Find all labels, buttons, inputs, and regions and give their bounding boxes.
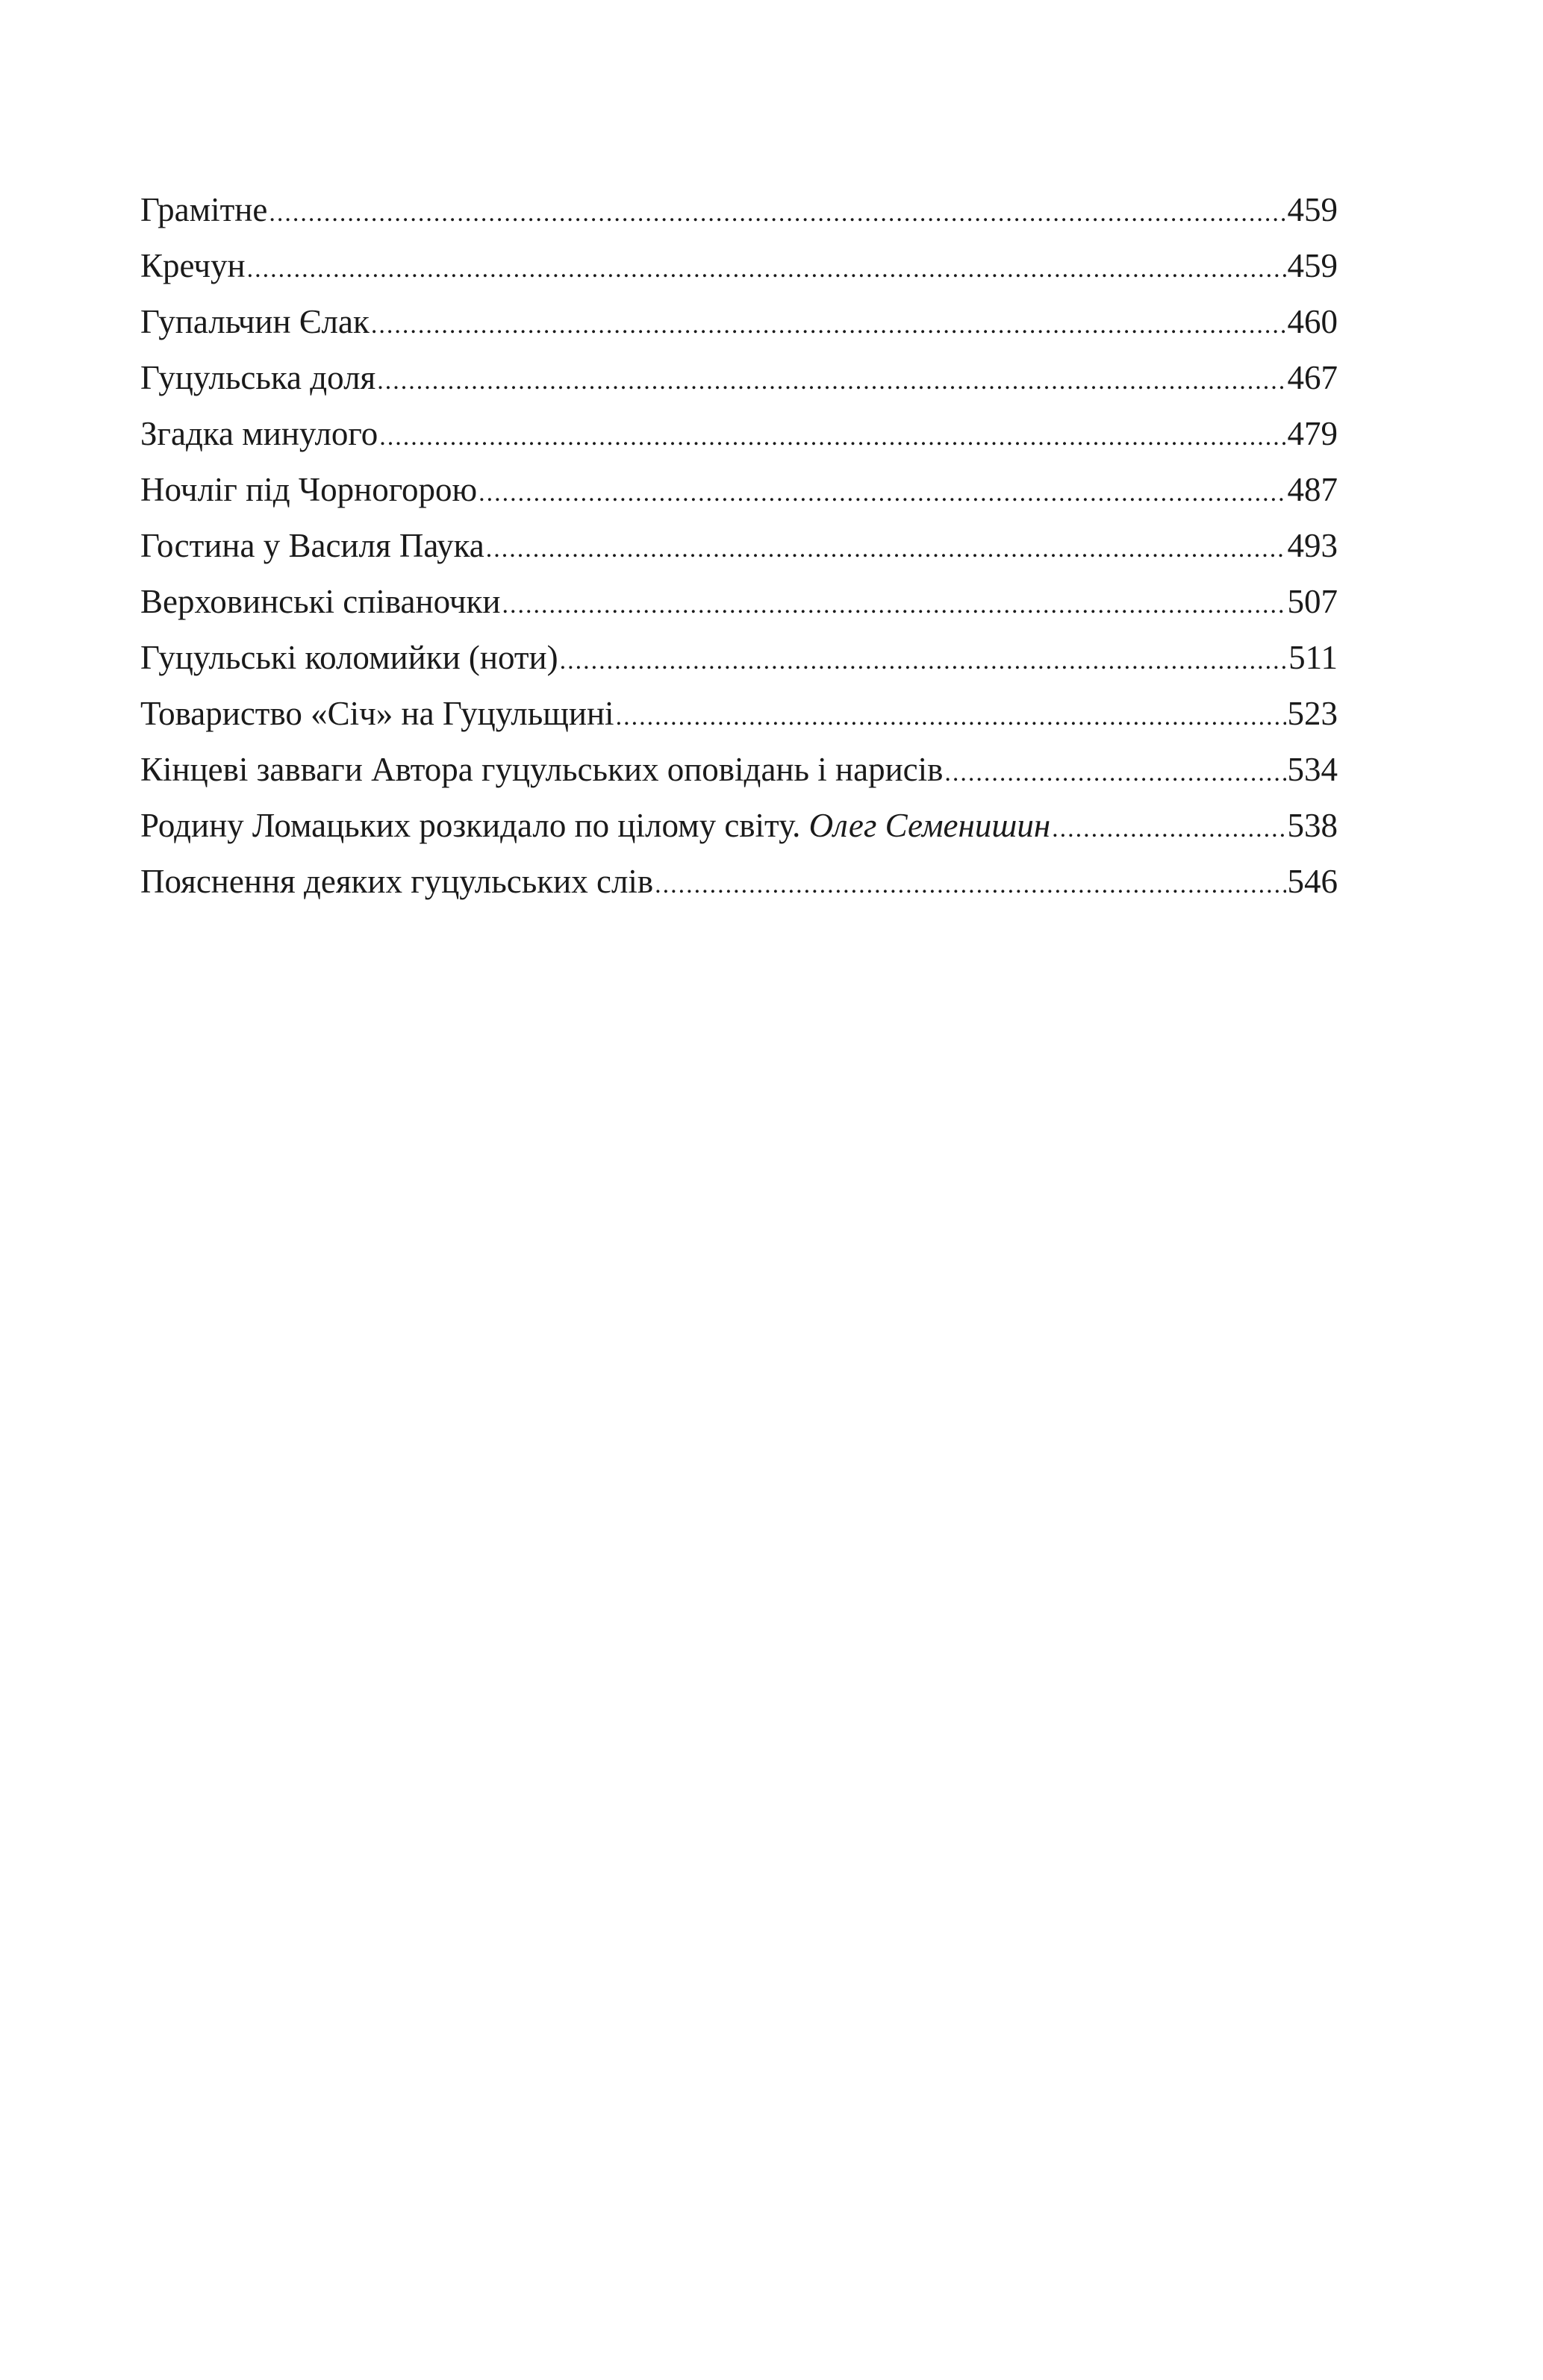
entry-title-text: Гупальчин Єлак bbox=[140, 303, 370, 340]
entry-author: Олег Семенишин bbox=[808, 807, 1051, 844]
toc-entry-title: Родину Ломацьких розкидало по цілому сві… bbox=[140, 798, 1050, 854]
toc-entry-title: Кінцеві завваги Автора гуцульських опові… bbox=[140, 742, 943, 798]
toc-entry-page: 460 bbox=[1287, 303, 1338, 340]
entry-title-text: Кречун bbox=[140, 247, 246, 284]
toc-entry-title: Гуцульські коломийки (ноти) bbox=[140, 630, 558, 686]
entry-title-text: Ночліг під Чорногорою bbox=[140, 471, 478, 508]
toc-entry-page: 467 bbox=[1287, 359, 1338, 396]
toc-entry-page: 546 bbox=[1287, 863, 1338, 900]
dot-leader bbox=[247, 238, 1286, 297]
toc-entry: Пояснення деяких гуцульських слів 546 bbox=[140, 854, 1338, 910]
dot-leader bbox=[502, 574, 1285, 633]
entry-title-text: Гуцульські коломийки (ноти) bbox=[140, 639, 558, 676]
toc-entry-page: 459 bbox=[1287, 191, 1338, 228]
entry-title-text: Грамітне bbox=[140, 191, 268, 228]
entry-title-text: Верховинські співаночки bbox=[140, 583, 501, 620]
toc-entry-title: Грамітне bbox=[140, 182, 267, 238]
toc-entry: Грамітне 459 bbox=[140, 182, 1338, 238]
entry-title-text: Товариство «Січ» на Гуцульщині bbox=[140, 695, 614, 732]
dot-leader bbox=[269, 182, 1285, 241]
toc-entry: Кречун 459 bbox=[140, 238, 1338, 294]
entry-title-text: Згадка минулого bbox=[140, 415, 378, 452]
toc-entry-page: 538 bbox=[1287, 807, 1338, 844]
toc-entry: Ночліг під Чорногорою 487 bbox=[140, 462, 1338, 518]
entry-title-text: Пояснення деяких гуцульських слів bbox=[140, 863, 654, 900]
dot-leader bbox=[371, 294, 1286, 353]
entry-title-text: Гуцульська доля bbox=[140, 359, 376, 396]
toc-entry-page: 511 bbox=[1288, 639, 1338, 676]
dot-leader bbox=[379, 406, 1285, 465]
toc-entry: Товариство «Січ» на Гуцульщині 523 bbox=[140, 686, 1338, 742]
dot-leader bbox=[486, 518, 1286, 577]
toc-entry: Гостина у Василя Паука 493 bbox=[140, 518, 1338, 574]
dot-leader bbox=[616, 686, 1286, 745]
toc-entry-title: Кречун bbox=[140, 238, 246, 294]
toc-entry: Родину Ломацьких розкидало по цілому сві… bbox=[140, 798, 1338, 854]
toc-entry-page: 523 bbox=[1287, 695, 1338, 732]
toc-entry-page: 507 bbox=[1287, 583, 1338, 620]
toc-entry-title: Верховинські співаночки bbox=[140, 574, 500, 630]
toc-entry: Згадка минулого 479 bbox=[140, 406, 1338, 462]
entry-title-text: Кінцеві завваги Автора гуцульських опові… bbox=[140, 751, 944, 788]
dot-leader bbox=[479, 462, 1285, 521]
dot-leader bbox=[944, 742, 1285, 801]
toc-entry-title: Гостина у Василя Паука bbox=[140, 518, 484, 574]
toc-entry: Гупальчин Єлак 460 bbox=[140, 294, 1338, 350]
toc-entry: Гуцульські коломийки (ноти) 511 bbox=[140, 630, 1338, 686]
entry-title-text: Гостина у Василя Паука bbox=[140, 527, 484, 564]
toc-entry-page: 487 bbox=[1287, 471, 1338, 508]
toc-entry-title: Гупальчин Єлак bbox=[140, 294, 370, 350]
toc-entry-title: Згадка минулого bbox=[140, 406, 378, 462]
toc-entry: Гуцульська доля 467 bbox=[140, 350, 1338, 406]
toc-entry-title: Товариство «Січ» на Гуцульщині bbox=[140, 686, 614, 742]
toc-entry-page: 459 bbox=[1287, 247, 1338, 284]
toc-entry-page: 534 bbox=[1287, 751, 1338, 788]
dot-leader bbox=[655, 854, 1285, 913]
toc-entry: Верховинські співаночки 507 bbox=[140, 574, 1338, 630]
dot-leader bbox=[1052, 798, 1285, 857]
entry-title-text: Родину Ломацьких розкидало по цілому сві… bbox=[140, 807, 809, 844]
toc-entry-title: Пояснення деяких гуцульських слів bbox=[140, 854, 653, 910]
toc-entry-page: 493 bbox=[1287, 527, 1338, 564]
toc-entry: Кінцеві завваги Автора гуцульських опові… bbox=[140, 742, 1338, 798]
dot-leader bbox=[377, 350, 1285, 409]
toc-entry-title: Гуцульська доля bbox=[140, 350, 375, 406]
toc-entry-title: Ночліг під Чорногорою bbox=[140, 462, 477, 518]
dot-leader bbox=[560, 630, 1288, 689]
toc-entry-page: 479 bbox=[1287, 415, 1338, 452]
table-of-contents: Грамітне 459 Кречун 459 Гупальчин Єлак 460 Гуц… bbox=[140, 182, 1338, 910]
